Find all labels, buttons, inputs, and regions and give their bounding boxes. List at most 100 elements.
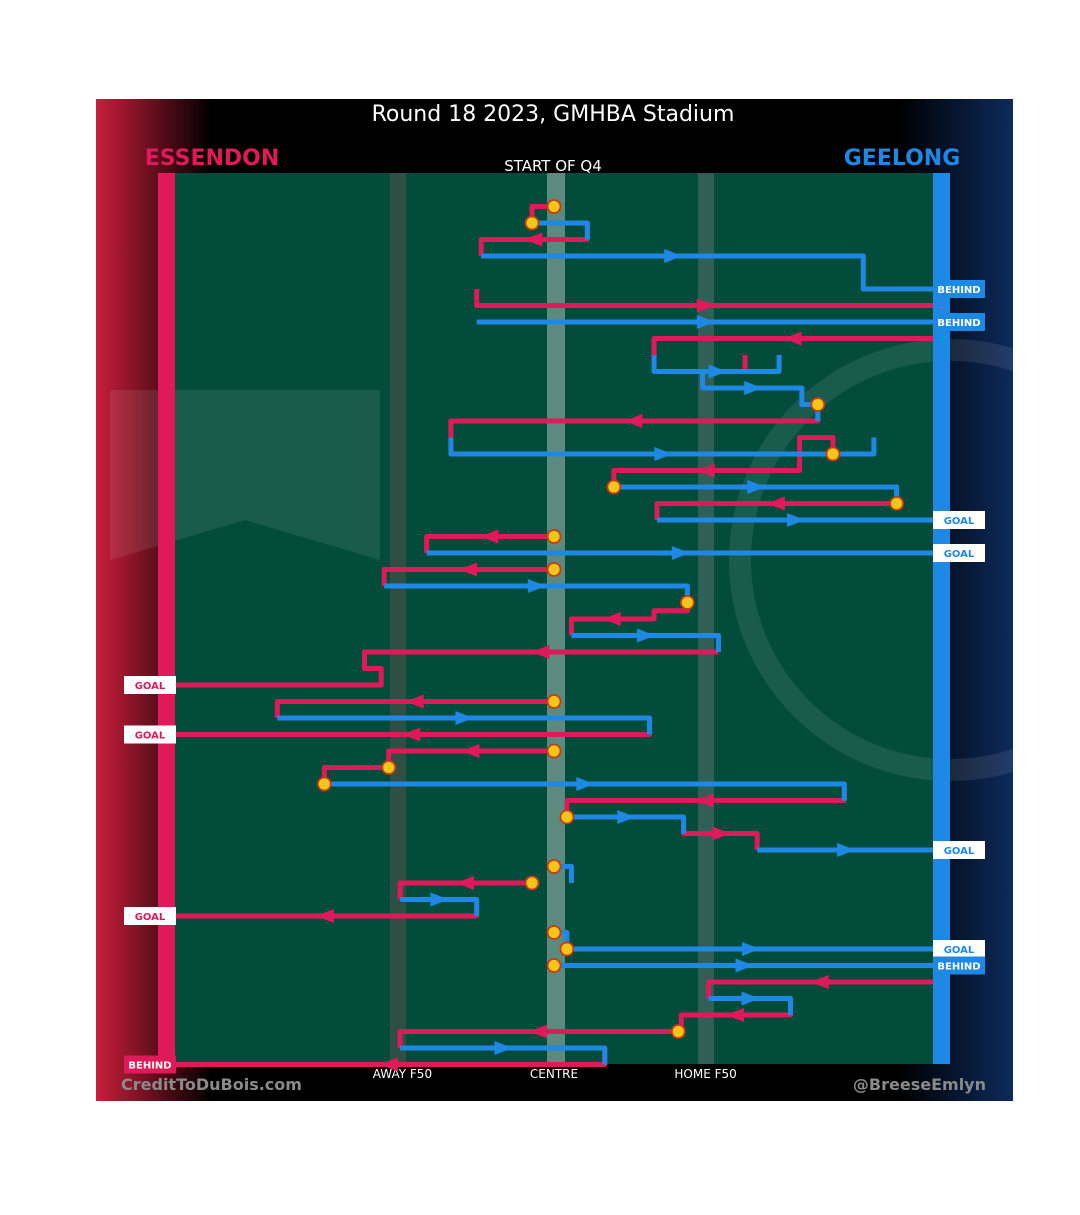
outcome-badge bbox=[124, 725, 176, 744]
direction-arrow bbox=[455, 711, 474, 725]
outcome-label: BEHIND bbox=[128, 1061, 171, 1072]
possession-change-marker bbox=[670, 1024, 686, 1039]
direction-arrow bbox=[741, 991, 760, 1006]
possession-change-marker bbox=[546, 562, 562, 577]
outcome-label: GOAL bbox=[135, 681, 166, 692]
direction-arrow bbox=[524, 232, 543, 247]
footer-credit: CreditToDuBois.com bbox=[121, 1075, 302, 1094]
outcome-label: GOAL bbox=[135, 731, 166, 742]
direction-arrow bbox=[671, 546, 690, 560]
direction-arrow bbox=[315, 909, 334, 923]
possession-change-marker bbox=[606, 479, 622, 495]
x-axis-ticks: AWAY F50 CENTRE HOME F50 bbox=[373, 1067, 737, 1081]
direction-arrow bbox=[405, 694, 424, 709]
possession-change-marker bbox=[546, 743, 562, 759]
outcome-label: GOAL bbox=[944, 549, 975, 560]
direction-arrow bbox=[664, 249, 683, 263]
direction-arrow bbox=[787, 513, 806, 527]
possession-chain-segment bbox=[654, 501, 897, 520]
outcome-badge bbox=[933, 940, 985, 958]
geelong-goal-line bbox=[933, 173, 950, 1064]
possession-change-marker bbox=[524, 875, 540, 891]
direction-arrow bbox=[480, 529, 499, 544]
possession-change-marker bbox=[810, 397, 826, 412]
chart-subtitle: START OF Q4 bbox=[504, 157, 602, 175]
essendon-goal-line bbox=[158, 173, 175, 1064]
possession-change-marker bbox=[546, 859, 562, 874]
possession-change-marker bbox=[546, 958, 562, 973]
outcome-badge bbox=[933, 313, 985, 331]
possession-change-marker bbox=[546, 925, 562, 940]
outcome-label: BEHIND bbox=[937, 318, 980, 329]
direction-arrow bbox=[654, 447, 673, 461]
outcome-label: BEHIND bbox=[937, 962, 980, 973]
x-tick-label: HOME F50 bbox=[674, 1067, 736, 1081]
possession-change-marker bbox=[825, 446, 841, 462]
possession-chain-segment bbox=[532, 220, 590, 240]
outcome-badge bbox=[124, 676, 176, 694]
direction-arrow bbox=[527, 579, 546, 593]
possession-change-marker bbox=[381, 760, 397, 775]
direction-arrow bbox=[576, 777, 595, 791]
possession-change-markers bbox=[316, 199, 905, 1039]
direction-arrow bbox=[712, 826, 731, 841]
possession-chain-segment bbox=[571, 633, 721, 652]
away-f50-line bbox=[390, 173, 406, 1064]
possession-change-marker bbox=[546, 199, 562, 214]
possession-change-marker bbox=[546, 529, 562, 544]
team-right-name: GEELONG bbox=[844, 146, 961, 171]
direction-arrow bbox=[696, 463, 715, 478]
possession-chain-segment bbox=[424, 534, 554, 553]
scoring-outcomes: BEHIND BEHIND GOAL GOAL GOAL GOAL GOAL GOAL GOAL… bbox=[124, 280, 985, 1074]
direction-arrow bbox=[783, 331, 802, 346]
outcome-badge bbox=[933, 956, 985, 975]
possession-change-marker bbox=[559, 809, 575, 825]
possession-chain-segment bbox=[324, 781, 847, 801]
direction-arrow bbox=[741, 942, 760, 956]
outcome-label: GOAL bbox=[944, 945, 975, 956]
direction-arrow bbox=[602, 612, 621, 626]
direction-arrow bbox=[531, 645, 550, 659]
footer-handle: @BreeseEmlyn bbox=[853, 1075, 986, 1094]
possession-change-marker bbox=[889, 496, 905, 511]
direction-arrow bbox=[747, 480, 766, 494]
direction-arrow bbox=[766, 496, 785, 511]
possession-change-marker bbox=[524, 215, 540, 231]
possession-chain-segment bbox=[274, 699, 554, 718]
possession-chain-segment bbox=[708, 996, 793, 1015]
direction-arrow bbox=[617, 810, 636, 824]
direction-arrow bbox=[695, 793, 714, 808]
outcome-badge bbox=[933, 544, 985, 562]
outcome-badge bbox=[933, 280, 985, 298]
outcome-label: GOAL bbox=[944, 516, 975, 527]
possession-change-marker bbox=[559, 941, 575, 957]
direction-arrow bbox=[379, 1057, 398, 1072]
direction-arrow bbox=[696, 315, 715, 329]
outcome-label: GOAL bbox=[944, 846, 975, 857]
direction-arrow bbox=[624, 414, 643, 428]
outcome-badge bbox=[124, 1055, 176, 1074]
centre-line bbox=[547, 173, 565, 1064]
outcome-label: GOAL bbox=[135, 912, 166, 923]
direction-arrow bbox=[636, 628, 655, 643]
possession-chain-segment bbox=[397, 1029, 679, 1048]
possession-change-marker bbox=[680, 595, 695, 610]
essendon-logo-watermark bbox=[110, 390, 380, 560]
direction-arrow bbox=[430, 892, 449, 907]
outcome-badge bbox=[933, 511, 985, 529]
direction-arrow bbox=[708, 364, 727, 379]
outcome-label: BEHIND bbox=[937, 285, 980, 296]
direction-arrow bbox=[744, 381, 763, 395]
possession-chain-segment bbox=[566, 814, 687, 834]
direction-arrow bbox=[529, 1024, 548, 1039]
direction-arrow bbox=[735, 958, 754, 973]
chart-title: Round 18 2023, GMHBA Stadium bbox=[372, 102, 735, 127]
possession-chain-segment bbox=[706, 979, 933, 999]
possession-chain-segment bbox=[381, 567, 554, 586]
x-tick-label: CENTRE bbox=[530, 1067, 578, 1081]
direction-arrow bbox=[459, 562, 478, 577]
possession-chain-segment bbox=[400, 897, 480, 916]
possession-chain-segment bbox=[400, 1045, 608, 1065]
direction-arrow bbox=[494, 1041, 513, 1055]
